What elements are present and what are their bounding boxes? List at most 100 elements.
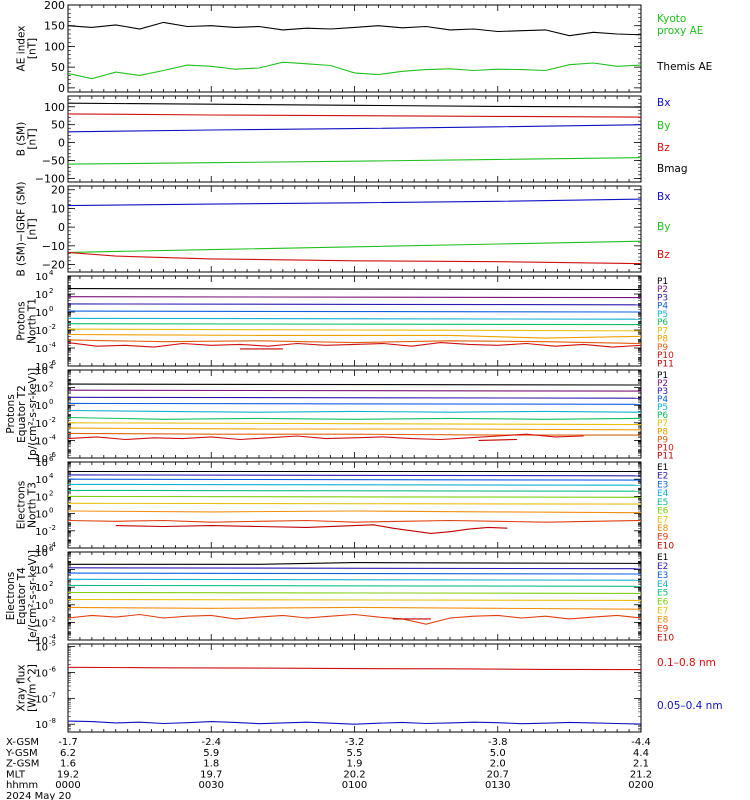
legend-entry: P5 [657, 403, 668, 413]
y-tick-label: 0 [58, 137, 65, 150]
y-tick-label: 10 [35, 419, 48, 430]
y-tick-exponent: 0 [49, 305, 53, 313]
legend-entry: Bz [657, 142, 670, 154]
y-tick-label: 10 [35, 694, 48, 705]
y-tick-label: 10 [35, 643, 48, 654]
panel-frame [67, 95, 642, 183]
y-tick-label: 10 [35, 362, 48, 373]
legend-entry: P4 [657, 395, 668, 405]
y-tick-label: 10 [35, 566, 48, 577]
footer-value: 2.1 [633, 759, 649, 770]
legend-entry: Themis AE [656, 61, 712, 73]
y-tick-exponent: -8 [49, 717, 56, 725]
y-tick-label: 10 [35, 272, 48, 283]
legend-entry: E6 [657, 598, 669, 608]
legend-entry: P9 [657, 343, 668, 353]
series-e9 [68, 519, 641, 523]
legend-entry: P11 [657, 359, 674, 369]
legend-entry: P9 [657, 435, 668, 445]
y-tick-exponent: 0 [49, 507, 53, 515]
legend-entry: P11 [657, 451, 674, 461]
series-p1 [68, 383, 641, 386]
legend-entry: P2 [657, 379, 668, 389]
legend-entry: P1 [657, 277, 668, 287]
footer-value: 0000 [55, 780, 80, 791]
legend-entry: P4 [657, 302, 668, 312]
y-tick-label: 0 [58, 221, 65, 234]
y-tick-label: 100 [44, 40, 65, 53]
legend-entry: P6 [657, 411, 668, 421]
legend-entry: P8 [657, 427, 668, 437]
series-e8 [68, 510, 641, 514]
y-axis-label: Equator T2 [16, 385, 28, 443]
series-p5 [68, 409, 641, 413]
legend-entry: Bx [657, 97, 670, 109]
legend-entry: E3 [657, 571, 668, 581]
series-p4 [68, 402, 641, 405]
y-axis-label: Protons [5, 394, 17, 433]
y-tick-exponent: -6 [49, 451, 57, 459]
y-tick-label: 10 [51, 202, 65, 215]
legend-entry: By [657, 221, 670, 233]
legend-entry: E5 [657, 498, 668, 508]
footer-value: 1.6 [60, 759, 76, 770]
legend-entry: 0.05–0.4 nm [657, 700, 723, 712]
y-axis-label: Electrons [5, 572, 17, 621]
legend-entry: P10 [657, 351, 674, 361]
y-tick-exponent: -2 [49, 323, 56, 331]
y-axis-label: North T1 [27, 298, 39, 344]
y-tick-exponent: 0 [49, 398, 53, 406]
y-tick-label: 10 [35, 618, 48, 629]
series-e7 [68, 502, 641, 505]
y-tick-label: 10 [35, 344, 48, 355]
panel-frame [67, 551, 642, 641]
y-tick-exponent: 6 [49, 455, 54, 463]
y-axis-label: [W/m^2] [27, 664, 39, 712]
y-tick-exponent: -6 [49, 359, 57, 367]
panel-frame [67, 4, 642, 93]
legend-entry: Kyoto [657, 13, 686, 25]
footer-value: 1.8 [203, 759, 219, 770]
y-tick-exponent: -7 [49, 691, 56, 699]
y-tick-label: 10 [35, 366, 48, 377]
footer-value: 1.9 [347, 759, 363, 770]
panel-bsm: −100 −50 0 50 100 B (SM) [nT] Bx By Bz Bmag [16, 95, 688, 185]
footer-value: 19.7 [200, 769, 222, 780]
footer-value: 5.0 [490, 748, 506, 759]
series-e3 [68, 572, 641, 575]
legend-entry: P8 [657, 335, 668, 345]
y-tick-label: 50 [51, 61, 65, 74]
footer-value: 5.5 [347, 748, 363, 759]
panel-bdiff: −20 −10 0 10 20 B (SM)−IGRF (SM) [nT] Bx By Bz [16, 181, 671, 276]
legend-entry: P3 [657, 387, 668, 397]
y-tick-label: 10 [35, 601, 48, 612]
y-tick-exponent: -4 [49, 341, 57, 349]
y-tick-exponent: 4 [49, 472, 54, 480]
series-bz [68, 251, 641, 265]
footer-value: 0200 [628, 780, 653, 791]
y-tick-label: 10 [35, 636, 48, 647]
legend-entry: E6 [657, 507, 669, 517]
footer-row-label: MLT [6, 769, 26, 780]
legend-entry: P2 [657, 285, 668, 295]
legend-entry: 0.1–0.8 nm [657, 657, 716, 669]
legend-entry: E4 [657, 489, 669, 499]
series-p10 [68, 342, 641, 348]
legend-entry: E2 [657, 562, 668, 572]
y-tick-label: 150 [44, 20, 65, 33]
y-tick-exponent: 4 [49, 363, 54, 371]
y-tick-label: 10 [35, 436, 48, 447]
y-axis-label: [nT] [27, 128, 39, 149]
legend-entry: proxy AE [657, 25, 703, 37]
y-tick-label: 100 [44, 101, 65, 114]
y-tick-label: −100 [35, 172, 65, 185]
panel-frame [67, 369, 642, 459]
y-axis-label: Xray flux [16, 665, 28, 712]
series-0-1-0-8-nm [68, 666, 641, 671]
legend-entry: E3 [657, 480, 668, 490]
y-axis-label: AE index [16, 26, 28, 72]
series-kyoto-proxy-ae [68, 61, 641, 80]
y-axis-label: [nT] [27, 38, 39, 59]
